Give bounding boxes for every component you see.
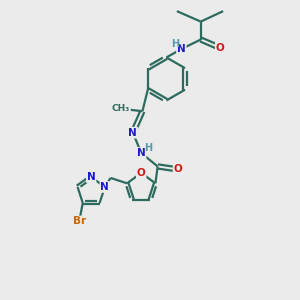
Text: N: N [137, 148, 146, 158]
Text: N: N [87, 172, 96, 182]
Text: N: N [177, 44, 186, 54]
Text: O: O [216, 43, 224, 53]
Text: O: O [174, 164, 182, 174]
Text: H: H [171, 39, 179, 49]
Text: N: N [128, 128, 137, 138]
Text: N: N [100, 182, 109, 192]
Text: Br: Br [73, 217, 86, 226]
Text: CH₃: CH₃ [112, 104, 130, 113]
Text: H: H [144, 142, 152, 153]
Text: O: O [137, 168, 146, 178]
